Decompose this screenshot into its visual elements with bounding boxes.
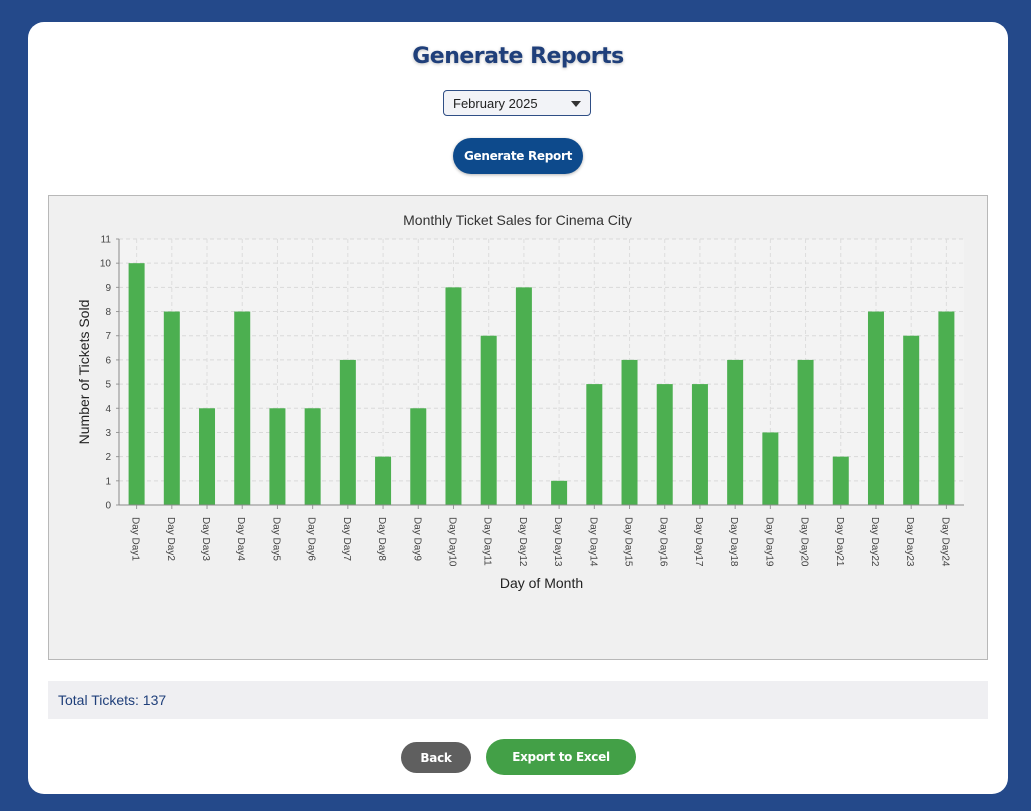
- bar: [727, 359, 744, 505]
- month-select-value: February 2025: [453, 95, 538, 111]
- x-tick-label: Day Day7: [341, 517, 352, 561]
- x-tick-label: Day Day9: [411, 517, 422, 561]
- x-tick-label: Day Day23: [904, 517, 915, 567]
- x-tick-label: Day Day18: [728, 517, 739, 567]
- bar: [797, 359, 814, 505]
- x-tick-label: Day Day8: [376, 517, 387, 561]
- y-tick-label: 11: [101, 235, 112, 246]
- y-tick-label: 3: [105, 428, 111, 439]
- bar: [269, 408, 286, 505]
- plot-area: [119, 239, 964, 505]
- x-tick-label: Day Day22: [869, 517, 880, 567]
- bar: [375, 456, 392, 505]
- month-select[interactable]: February 2025: [443, 90, 591, 116]
- bar: [551, 480, 568, 505]
- x-tick-label: Day Day12: [517, 517, 528, 567]
- x-tick-label: Day Day24: [939, 517, 950, 567]
- bar: [621, 359, 638, 505]
- chevron-down-icon: [571, 101, 581, 107]
- y-tick-label: 6: [105, 355, 111, 366]
- y-tick-label: 9: [105, 283, 111, 294]
- x-tick-label: Day Day1: [130, 517, 141, 561]
- x-tick-label: Day Day5: [270, 517, 281, 561]
- x-tick-label: Day Day4: [235, 517, 246, 561]
- x-tick-label: Day Day16: [658, 517, 669, 567]
- bar: [199, 408, 216, 505]
- x-tick-label: Day Day6: [306, 517, 317, 561]
- y-tick-label: 4: [105, 404, 111, 415]
- bar: [234, 311, 251, 505]
- x-tick-label: Day Day11: [482, 517, 493, 566]
- y-tick-label: 1: [105, 476, 111, 487]
- bar: [832, 456, 849, 505]
- chart-title: Monthly Ticket Sales for Cinema City: [403, 212, 632, 228]
- bar: [586, 384, 603, 505]
- back-button[interactable]: Back: [401, 742, 471, 773]
- x-tick-label: Day Day2: [165, 517, 176, 561]
- x-tick-label: Day Day15: [623, 517, 634, 567]
- ticket-sales-chart: 0 1 2 3 4 5 6 7 8 9 10 11 Day Day1 Day Day2 Day Day3 Da…: [76, 212, 964, 591]
- x-tick-label: Day Day3: [200, 517, 211, 561]
- y-tick-label: 5: [105, 380, 111, 391]
- bar: [163, 311, 180, 505]
- x-tick-label: Day Day13: [552, 517, 563, 567]
- export-excel-button[interactable]: Export to Excel: [486, 739, 636, 775]
- y-tick-label: 2: [105, 452, 111, 463]
- x-tick-label: Day Day20: [799, 517, 810, 567]
- chart-panel: 0 1 2 3 4 5 6 7 8 9 10 11 Day Day1 Day Day2 Day Day3 Da…: [48, 195, 988, 660]
- x-tick-label: Day Day17: [693, 517, 704, 567]
- x-tick-label: Day Day10: [446, 517, 457, 567]
- total-tickets: Total Tickets: 137: [48, 681, 988, 719]
- generate-report-button[interactable]: Generate Report: [453, 138, 583, 174]
- x-tick-label: Day Day21: [834, 517, 845, 567]
- total-tickets-text: Total Tickets: 137: [58, 692, 167, 708]
- bar: [656, 384, 673, 505]
- y-tick-label: 10: [100, 259, 112, 270]
- bar: [128, 263, 145, 505]
- bar: [339, 359, 356, 505]
- bar: [903, 335, 920, 505]
- page-title: Generate Reports: [412, 44, 624, 69]
- bar: [304, 408, 321, 505]
- bar: [762, 432, 779, 505]
- bar: [515, 287, 532, 505]
- bar: [938, 311, 955, 505]
- bar: [480, 335, 497, 505]
- x-axis-label: Day of Month: [500, 575, 583, 591]
- y-tick-label: 0: [105, 501, 111, 512]
- bar: [410, 408, 427, 505]
- bar: [867, 311, 884, 505]
- y-tick-label: 7: [105, 331, 111, 342]
- x-tick-label: Day Day14: [587, 517, 598, 567]
- bar: [445, 287, 462, 505]
- y-tick-label: 8: [105, 307, 111, 318]
- report-card: Generate Reports February 2025 Generate …: [28, 22, 1008, 794]
- x-tick-label: Day Day19: [763, 517, 774, 567]
- bar: [691, 384, 708, 505]
- y-axis-label: Number of Tickets Sold: [76, 300, 92, 445]
